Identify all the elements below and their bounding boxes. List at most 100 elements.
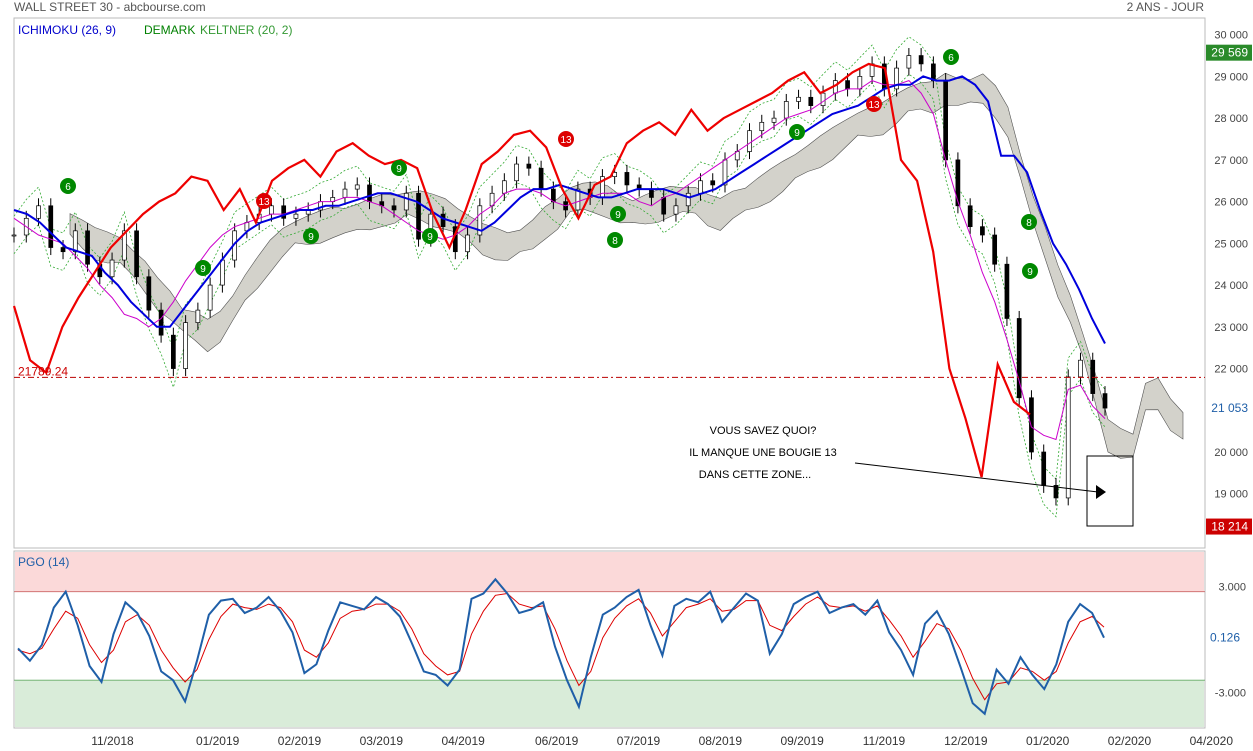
candle-body bbox=[808, 96, 814, 106]
x-tick-label: 12/2019 bbox=[944, 734, 988, 748]
low-value-badge: 18 214 bbox=[1211, 520, 1248, 534]
candle-body bbox=[685, 192, 691, 207]
demark-marker-label: 13 bbox=[868, 100, 880, 111]
candle-body bbox=[158, 309, 164, 336]
candle-body bbox=[649, 188, 654, 198]
candle-body bbox=[72, 230, 78, 253]
candle-body bbox=[551, 188, 556, 202]
annotation-arrow-line bbox=[854, 462, 1099, 493]
demark-marker-label: 8 bbox=[1026, 218, 1032, 229]
support-label: 21789.24 bbox=[18, 364, 68, 378]
candle-body bbox=[60, 247, 66, 253]
candle-body bbox=[281, 205, 287, 219]
candle-body bbox=[955, 159, 961, 207]
demark-marker-label: 6 bbox=[948, 53, 954, 64]
demark-marker-label: 9 bbox=[308, 232, 314, 243]
x-tick-label: 07/2019 bbox=[617, 734, 661, 748]
candle-body bbox=[771, 117, 777, 123]
candle-body bbox=[661, 197, 667, 215]
candle-body bbox=[943, 80, 948, 161]
y-tick-label: 24 000 bbox=[1214, 280, 1248, 292]
annotation-arrow-head bbox=[1096, 485, 1106, 499]
demark-marker bbox=[256, 193, 272, 209]
candle-body bbox=[465, 234, 470, 253]
x-tick-label: 08/2019 bbox=[699, 734, 743, 748]
candle-body bbox=[906, 55, 912, 69]
demark-marker bbox=[303, 228, 319, 244]
x-tick-label: 02/2020 bbox=[1108, 734, 1152, 748]
candle-body bbox=[293, 213, 299, 219]
candle-body bbox=[354, 184, 360, 190]
y-tick-label: 28 000 bbox=[1214, 113, 1248, 125]
candle-body bbox=[477, 205, 483, 236]
candle-body bbox=[710, 180, 716, 186]
last-value-badge-bg bbox=[1206, 400, 1252, 417]
pgo-oversold-zone bbox=[15, 680, 1204, 727]
x-tick-label: 02/2019 bbox=[278, 734, 322, 748]
candle-body bbox=[1016, 318, 1022, 399]
candle-body bbox=[698, 180, 703, 194]
y-tick-label: 19 000 bbox=[1214, 489, 1248, 501]
candle-body bbox=[269, 205, 274, 215]
candle-body bbox=[391, 205, 397, 211]
demark-marker bbox=[607, 232, 623, 248]
demark-marker-label: 9 bbox=[200, 264, 206, 275]
candle-body bbox=[342, 188, 348, 198]
demark-marker-label: 13 bbox=[560, 135, 572, 146]
demark-marker bbox=[558, 131, 574, 147]
demark-marker bbox=[789, 124, 805, 140]
high-value-badge: 29 569 bbox=[1211, 46, 1248, 60]
pgo-overbought-zone bbox=[15, 552, 1204, 592]
high-value-badge-bg bbox=[1206, 44, 1252, 61]
candle-body bbox=[1029, 397, 1034, 453]
demark-marker bbox=[422, 228, 438, 244]
x-tick-label: 11/2019 bbox=[863, 734, 906, 748]
x-tick-label: 06/2019 bbox=[535, 734, 579, 748]
candle-body bbox=[1053, 485, 1059, 499]
demark-marker bbox=[391, 160, 407, 176]
demark-marker-label: 8 bbox=[612, 236, 618, 247]
annotation-line-2: IL MANQUE UNE BOUGIE 13 bbox=[689, 447, 837, 459]
candle-body bbox=[1102, 393, 1108, 409]
pgo-title: PGO (14) bbox=[18, 555, 69, 569]
candle-body bbox=[501, 180, 507, 194]
candle-body bbox=[109, 259, 115, 278]
demark-marker-label: 9 bbox=[794, 128, 800, 139]
candle-body bbox=[36, 205, 41, 219]
legend-item-2: KELTNER (20, 2) bbox=[200, 23, 292, 37]
pgo-y-tick-label: -3.000 bbox=[1215, 688, 1246, 700]
demark-marker bbox=[610, 206, 626, 222]
pgo-line bbox=[17, 577, 1105, 716]
candle-body bbox=[820, 92, 826, 106]
candle-body bbox=[526, 163, 532, 169]
candle-body bbox=[918, 55, 924, 65]
pgo-last-badge-bg bbox=[1206, 629, 1252, 646]
demark-marker-label: 9 bbox=[615, 210, 621, 221]
legend-item-1: DEMARK bbox=[144, 23, 195, 37]
candle-body bbox=[992, 234, 998, 265]
annotation-line-3: DANS CETTE ZONE... bbox=[699, 469, 811, 481]
candle-body bbox=[11, 234, 17, 237]
chart-period: 2 ANS - JOUR bbox=[1126, 0, 1204, 14]
y-tick-label: 30 000 bbox=[1214, 30, 1248, 42]
candle-body bbox=[1078, 359, 1083, 378]
y-tick-label: 23 000 bbox=[1214, 322, 1248, 334]
candle-body bbox=[673, 205, 679, 215]
x-tick-label: 11/2018 bbox=[91, 734, 134, 748]
last-value-badge: 21 053 bbox=[1211, 401, 1248, 415]
x-tick-label: 09/2019 bbox=[780, 734, 824, 748]
y-tick-label: 20 000 bbox=[1214, 447, 1248, 459]
demark-marker-label: 6 bbox=[65, 182, 71, 193]
candle-body bbox=[759, 121, 765, 132]
demark-marker bbox=[60, 178, 76, 194]
candle-body bbox=[440, 213, 446, 228]
y-tick-label: 26 000 bbox=[1214, 197, 1248, 209]
demark-marker bbox=[866, 96, 882, 112]
pgo-last-value: 0.126 bbox=[1210, 630, 1240, 644]
candle-body bbox=[85, 230, 90, 265]
candle-body bbox=[207, 284, 213, 311]
keltner-lower bbox=[13, 73, 1106, 518]
demark-marker bbox=[195, 260, 211, 276]
candle-body bbox=[624, 172, 630, 186]
